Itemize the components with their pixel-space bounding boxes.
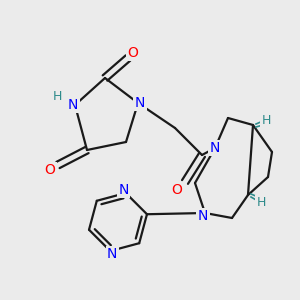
Text: N: N <box>118 183 129 197</box>
Text: O: O <box>45 163 56 177</box>
Text: N: N <box>135 96 145 110</box>
Text: O: O <box>128 46 138 60</box>
Text: N: N <box>198 209 208 223</box>
Text: O: O <box>172 183 182 197</box>
Text: N: N <box>210 141 220 155</box>
Text: N: N <box>68 98 78 112</box>
Text: H: H <box>261 113 271 127</box>
Text: H: H <box>52 91 62 103</box>
Text: H: H <box>256 196 266 209</box>
Text: N: N <box>107 247 117 261</box>
